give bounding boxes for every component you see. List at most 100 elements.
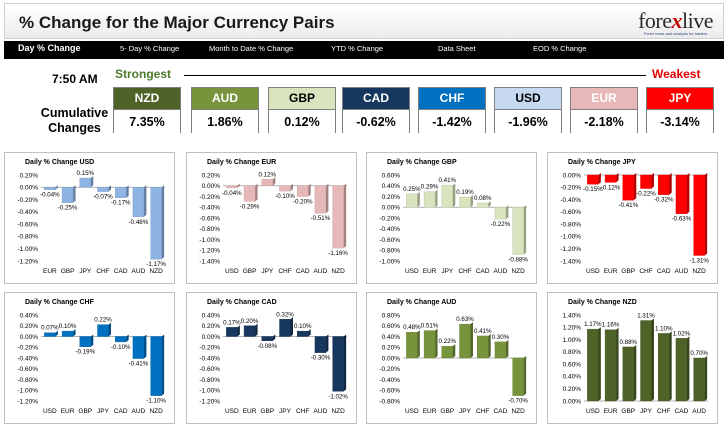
y-tick-label: -1.00% — [17, 246, 38, 253]
data-label: -0.17% — [111, 200, 131, 207]
x-tick-label: AUD — [314, 268, 328, 275]
chart-panel-jpy[interactable]: 0.00% -0.20% -0.40% -0.60% -0.80% -1.00% -1.20… — [547, 152, 718, 284]
data-label: 0.32% — [276, 311, 294, 318]
bar-chart: 0.00% -0.20% -0.40% -0.60% -0.80% -1.00% -1.20… — [560, 172, 709, 275]
data-label: 0.10% — [59, 323, 77, 330]
currency-cumulative-value: -2.18% — [571, 109, 637, 133]
currency-box-gbp[interactable]: GBP 0.12% — [268, 87, 336, 133]
currency-cumulative-value: 1.86% — [192, 109, 258, 133]
bar-side — [73, 185, 76, 203]
y-tick-label: 0.60% — [382, 323, 401, 330]
chart-panel-aud[interactable]: 0.80% 0.60% 0.40% 0.20% 0.00% -0.20% -0.40% -0.… — [366, 292, 537, 424]
x-tick-label: GBP — [78, 408, 92, 415]
x-tick-label: USD — [43, 408, 57, 415]
y-tick-label: 0.20% — [20, 172, 39, 179]
x-tick-label: NZD — [331, 268, 345, 275]
bar — [279, 185, 291, 192]
currency-box-cad[interactable]: CAD -0.62% — [342, 87, 410, 133]
bar — [658, 174, 670, 195]
x-tick-label: CHF — [657, 408, 670, 415]
x-tick-label: CAD — [296, 268, 310, 275]
y-tick-label: -0.20% — [379, 366, 400, 373]
x-tick-label: CAD — [675, 408, 689, 415]
tab-5-day-change[interactable]: 5- Day % Change — [120, 44, 180, 53]
bar-side — [598, 173, 601, 185]
data-label: -0.22% — [491, 221, 511, 228]
currency-box-eur[interactable]: EUR -2.18% — [570, 87, 638, 133]
bar-chart: 0.40% 0.20% 0.00% -0.20% -0.40% -0.60% -0.80% -… — [199, 311, 348, 415]
y-tick-label: 0.00% — [382, 355, 401, 362]
chart-title: Daily % Change AUD — [387, 299, 457, 306]
currency-box-jpy[interactable]: JPY -3.14% — [646, 87, 714, 133]
x-tick-label: CAD — [114, 268, 128, 275]
y-tick-label: -0.20% — [560, 185, 581, 192]
logo-prefix: fore — [638, 8, 672, 33]
bar — [459, 323, 471, 359]
y-tick-label: -0.20% — [17, 197, 38, 204]
currency-code: USD — [495, 88, 561, 109]
bar-side — [651, 318, 654, 401]
data-label: 0.63% — [456, 316, 474, 323]
forexlive-logo[interactable]: forexlive Forex news and analysis for tr… — [638, 8, 713, 36]
x-tick-label: EUR — [604, 408, 618, 415]
bar — [97, 324, 109, 337]
bar — [226, 327, 238, 337]
x-tick-label: USD — [225, 408, 239, 415]
chart-panel-nzd[interactable]: 1.40% 1.20% 1.00% 0.80% 0.60% 0.40% 0.20% 0.00%… — [547, 292, 718, 424]
currency-box-aud[interactable]: AUD 1.86% — [191, 87, 259, 133]
currency-box-chf[interactable]: CHF -1.42% — [418, 87, 486, 133]
bar — [693, 357, 705, 402]
x-tick-label: EUR — [61, 408, 75, 415]
bar — [658, 333, 670, 402]
bar-side — [55, 185, 58, 190]
bar-side — [343, 334, 347, 392]
chart-panel-usd[interactable]: 0.20% 0.00% -0.20% -0.40% -0.60% -0.80% -1.00%… — [4, 152, 175, 284]
x-tick-label: USD — [225, 268, 239, 275]
y-tick-label: 0.80% — [563, 349, 582, 356]
data-label: -1.31% — [689, 257, 709, 264]
data-label: 0.41% — [474, 328, 492, 335]
bar-chart: 0.20% 0.00% -0.20% -0.40% -0.60% -0.80% -1.00%… — [199, 171, 348, 275]
chart-panel-chf[interactable]: 0.40% 0.20% 0.00% -0.20% -0.40% -0.60% -0.80% -… — [4, 292, 175, 424]
tab-day-change[interactable]: Day % Change — [18, 43, 81, 53]
x-tick-label: JPY — [97, 408, 110, 415]
data-label: -0.08% — [257, 343, 277, 350]
title-bar: % Change for the Major Currency Pairs fo… — [4, 3, 724, 39]
data-label: 1.31% — [637, 313, 655, 320]
currency-code: JPY — [647, 88, 713, 109]
y-tick-label: -0.20% — [199, 345, 220, 352]
currency-box-usd[interactable]: USD -1.96% — [494, 87, 562, 133]
chart-panel-eur[interactable]: 0.20% 0.00% -0.20% -0.40% -0.60% -0.80% -1.00%… — [186, 152, 357, 284]
currency-cumulative-value: -1.96% — [495, 109, 561, 133]
bar — [494, 207, 507, 220]
bar — [640, 320, 652, 402]
tab-month-to-date-change[interactable]: Month to Date % Change — [209, 44, 294, 53]
data-label: -1.16% — [328, 250, 348, 257]
tab-ytd-change[interactable]: YTD % Change — [331, 44, 384, 53]
data-label: 0.19% — [456, 189, 474, 196]
bar — [622, 346, 634, 402]
x-tick-label: JPY — [261, 268, 274, 275]
chart-title: Daily % Change JPY — [568, 159, 636, 166]
currency-box-nzd[interactable]: NZD 7.35% — [113, 87, 181, 133]
data-label: 0.70% — [690, 350, 708, 357]
x-tick-label: JPY — [279, 408, 292, 415]
tab-eod-change[interactable]: EOD % Change — [533, 44, 587, 53]
bar-side — [669, 331, 672, 401]
tab-data-sheet[interactable]: Data Sheet — [438, 44, 476, 53]
bar-side — [108, 322, 111, 337]
data-label: 0.48% — [403, 324, 421, 331]
data-label: -1.02% — [328, 393, 348, 400]
chart-panel-cad[interactable]: 0.40% 0.20% 0.00% -0.20% -0.40% -0.60% -0.80% -… — [186, 292, 357, 424]
bar — [314, 336, 327, 353]
y-tick-label: -0.60% — [379, 388, 400, 395]
currency-code: AUD — [192, 88, 258, 109]
y-tick-label: 0.20% — [20, 323, 39, 330]
chart-panel-gbp[interactable]: 0.60% 0.40% 0.20% 0.00% -0.20% -0.40% -0.60% -0… — [366, 152, 537, 284]
bar-side — [237, 183, 240, 188]
y-tick-label: -1.00% — [17, 388, 38, 395]
y-tick-label: -0.40% — [560, 197, 581, 204]
y-tick-label: 0.40% — [563, 374, 582, 381]
x-tick-label: NZD — [692, 268, 706, 275]
bar-chart: 0.60% 0.40% 0.20% 0.00% -0.20% -0.40% -0.60% -0… — [379, 172, 528, 275]
